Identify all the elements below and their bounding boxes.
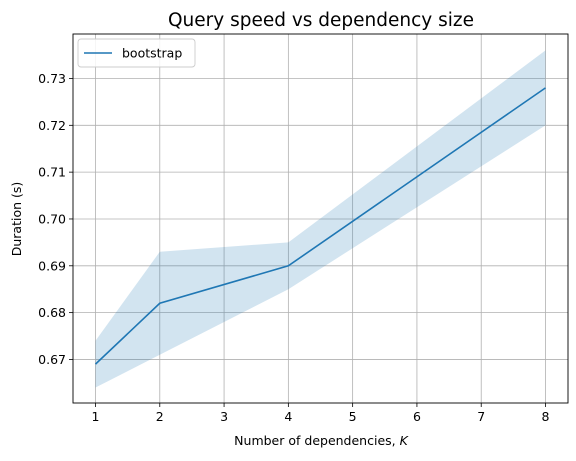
x-tick-label: 3 — [220, 409, 228, 424]
x-axis-label-text: Number of dependencies, — [234, 433, 399, 448]
series-line-bootstrap — [94, 87, 546, 365]
y-axis-ticks: 0.67 0.68 0.69 0.70 0.71 0.72 0.73 — [38, 71, 73, 367]
x-tick-label: 7 — [477, 409, 485, 424]
y-tick-label: 0.70 — [38, 211, 66, 226]
grid — [73, 34, 568, 403]
x-tick-label: 2 — [156, 409, 164, 424]
x-axis-label: Number of dependencies, K — [234, 433, 409, 448]
y-tick-label: 0.67 — [38, 352, 66, 367]
plot-frame — [72, 33, 569, 404]
y-tick-label: 0.68 — [38, 305, 66, 320]
chart-title: Query speed vs dependency size — [168, 10, 474, 31]
legend-box — [77, 38, 196, 68]
series-line-layer — [94, 87, 546, 365]
y-tick-label: 0.72 — [38, 118, 66, 133]
x-tick-label: 8 — [542, 409, 550, 424]
confidence-band — [95, 50, 546, 388]
x-tick-label: 5 — [349, 409, 357, 424]
y-tick-label: 0.69 — [38, 258, 66, 273]
y-tick-label: 0.73 — [38, 71, 66, 86]
x-tick-label: 1 — [92, 409, 100, 424]
legend-label-bootstrap: bootstrap — [122, 46, 182, 61]
x-axis-label-variable: K — [400, 433, 410, 448]
x-tick-label: 6 — [413, 409, 421, 424]
legend: bootstrap — [77, 38, 196, 68]
y-axis-label: Duration (s) — [9, 182, 24, 257]
x-tick-label: 4 — [284, 409, 292, 424]
confidence-band-layer — [95, 50, 546, 388]
y-tick-label: 0.71 — [38, 165, 66, 180]
x-axis-ticks: 1 2 3 4 5 6 7 8 — [92, 403, 550, 424]
